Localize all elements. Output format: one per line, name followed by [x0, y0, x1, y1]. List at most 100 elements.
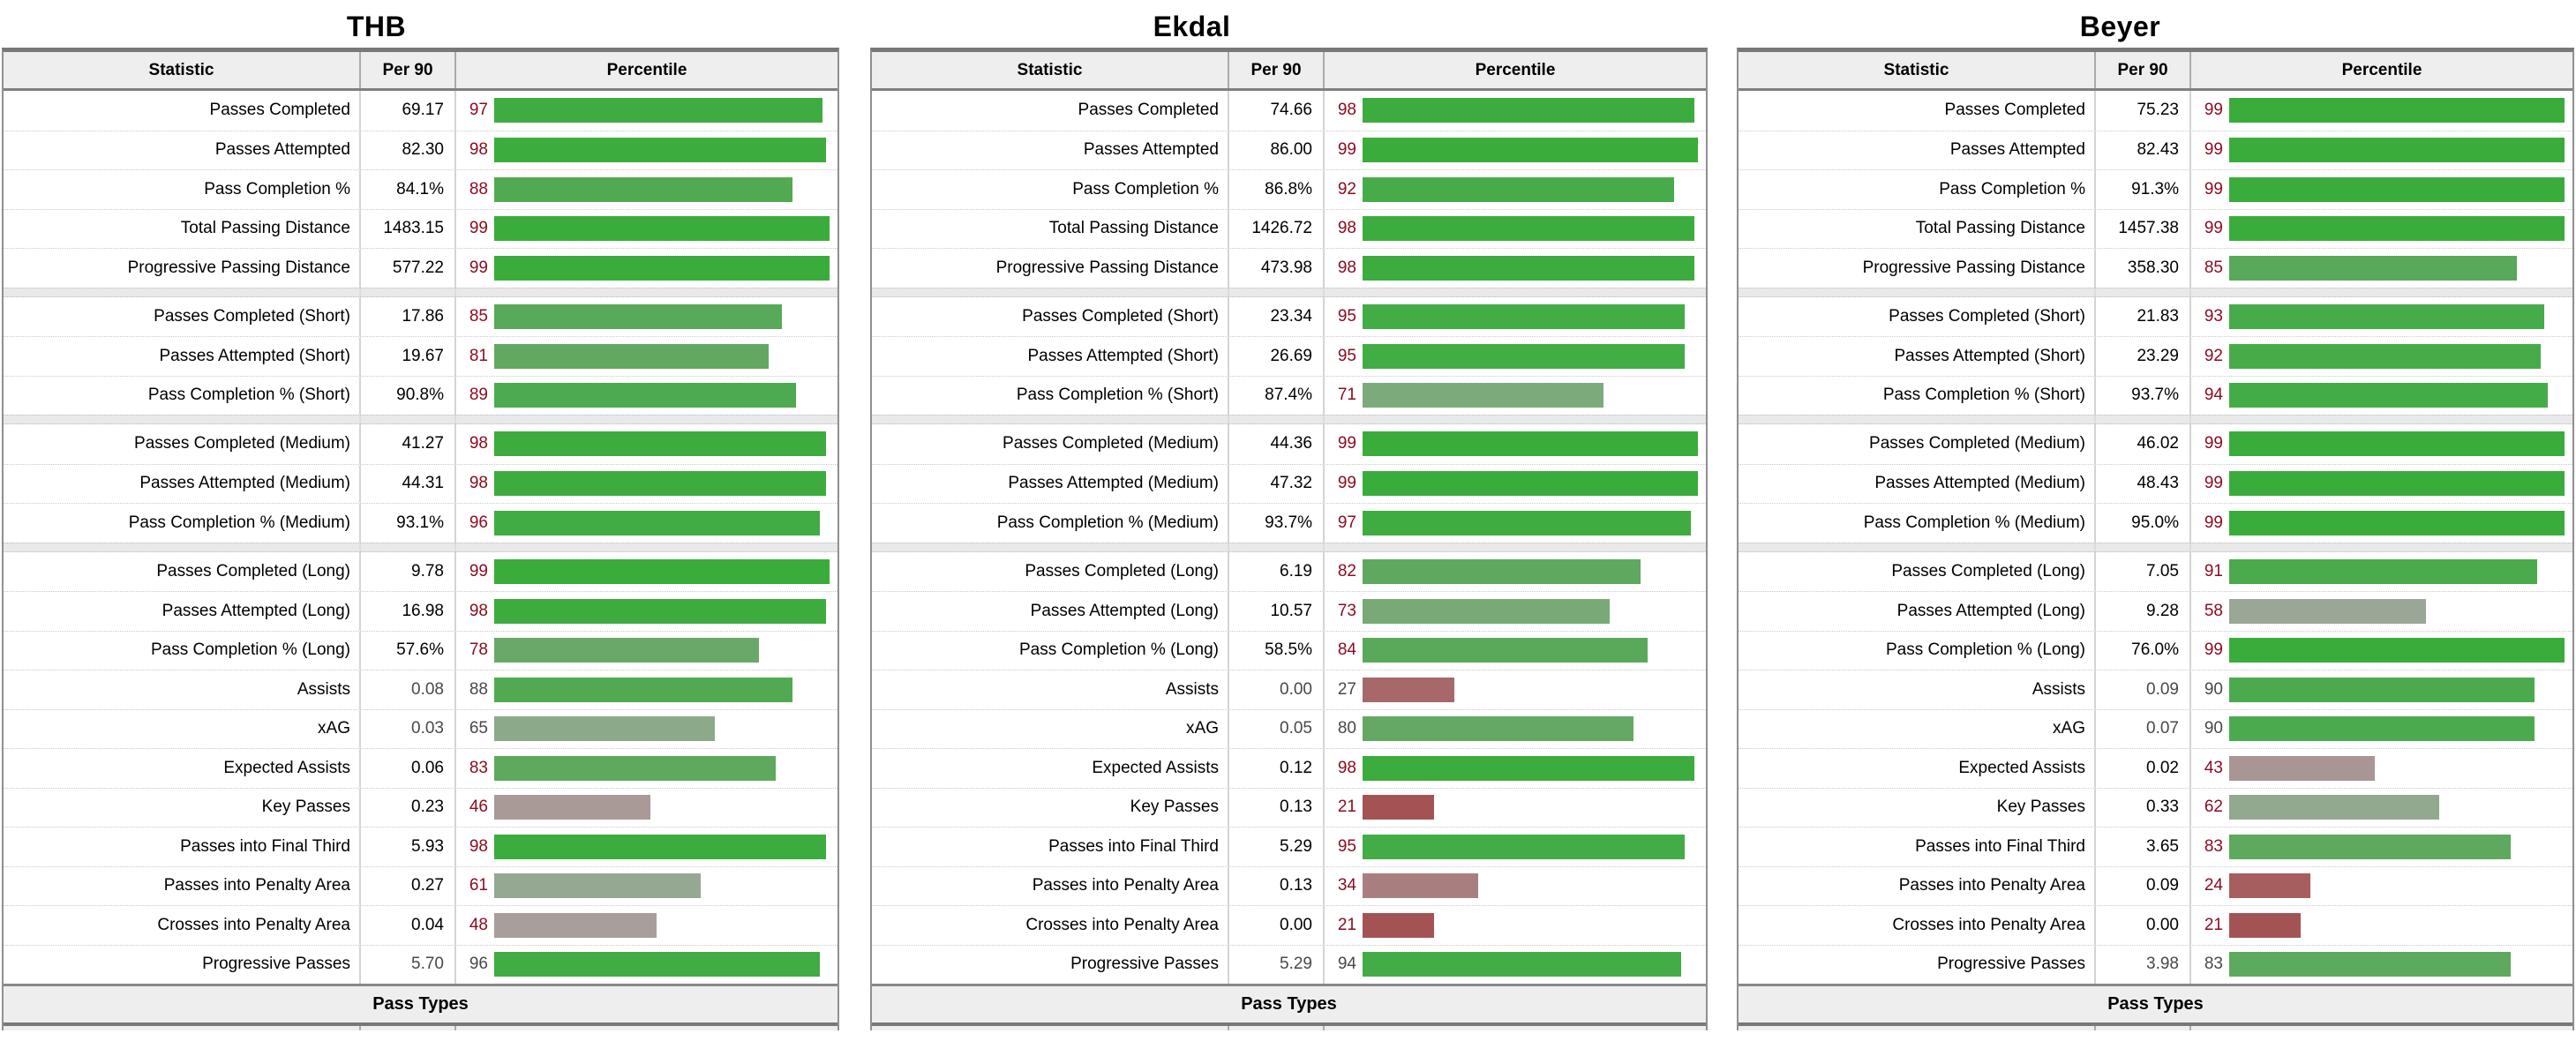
per90-value: 9.78 [361, 551, 456, 591]
percentile-value: 98 [1337, 258, 1356, 277]
per90-value: 21.83 [2096, 296, 2191, 336]
per90-value: 0.23 [361, 788, 456, 827]
percentile-bar [1363, 303, 1685, 329]
section-divider [872, 415, 1706, 424]
table-row: Passes Attempted (Long) 9.28 58 [1739, 591, 2572, 631]
stat-label: Pass Completion % [1739, 170, 2096, 209]
percentile-value: 94 [1337, 955, 1356, 974]
table-row: Crosses into Penalty Area 0.00 21 [1739, 905, 2572, 945]
percentile-cell: 99 [2191, 210, 2572, 249]
per90-value: 57.6% [361, 631, 456, 670]
percentile-bar-track [494, 176, 833, 202]
table-row: Passes into Penalty Area 0.09 24 [1739, 865, 2572, 906]
table-row: Total Passing Distance 1457.38 99 [1739, 208, 2572, 249]
stat-label: Passes Completed [872, 91, 1229, 131]
percentile-cell: 24 [2191, 867, 2572, 906]
stat-label: Key Passes [1739, 788, 2096, 827]
stat-label: Progressive Passing Distance [4, 249, 361, 288]
percentile-cell: 99 [456, 552, 837, 592]
percentile-bar-track [494, 98, 833, 124]
percentile-value: 48 [469, 915, 488, 934]
percentile-bar [1363, 677, 1454, 702]
table-row: Passes Completed 69.17 97 [4, 91, 837, 131]
percentile-cell: 85 [456, 297, 837, 337]
percentile-value: 24 [2204, 876, 2223, 895]
stat-label: Key Passes [4, 788, 361, 827]
stat-label: Passes into Penalty Area [1739, 866, 2096, 905]
stat-label: Passes into Final Third [1739, 828, 2096, 866]
percentile-bar [2229, 795, 2440, 820]
percentile-bar [494, 952, 820, 977]
percentile-bar-track [2229, 255, 2568, 281]
percentile-bar [2229, 755, 2376, 781]
stat-label: Assists [872, 670, 1229, 709]
percentile-cell: 92 [1325, 170, 1706, 209]
per90-value: 7.05 [2096, 551, 2191, 591]
percentile-value: 83 [2204, 836, 2223, 856]
percentile-bar-track [1363, 912, 1701, 938]
stat-label: Passes Attempted (Short) [4, 337, 361, 376]
percentile-bar [494, 216, 830, 242]
percentile-bar-track [494, 471, 833, 497]
percentile-value: 98 [469, 474, 488, 493]
stat-label: Passes into Penalty Area [4, 866, 361, 905]
stat-label: Passes Completed (Medium) [1739, 424, 2096, 464]
per90-value: 0.05 [1229, 709, 1325, 748]
percentile-cell: 96 [456, 504, 837, 543]
percentile-bar-track [1363, 510, 1701, 535]
percentile-bar [2229, 677, 2535, 702]
player-table: THB Statistic Per 90 Percentile Passes Compl… [2, 0, 839, 1030]
percentile-cell: 46 [456, 789, 837, 828]
percentile-value: 73 [1337, 601, 1356, 620]
percentile-value: 83 [2204, 955, 2223, 974]
percentile-bar-track [1363, 638, 1701, 663]
percentile-bar-track [494, 677, 833, 702]
per90-value: 0.06 [361, 749, 456, 788]
section-divider [1739, 415, 2572, 424]
per90-value: 0.12 [1229, 749, 1325, 788]
section-divider-cell [2096, 416, 2191, 423]
stat-label: Pass Completion % (Medium) [1739, 504, 2096, 543]
next-table-header-cell [2096, 1026, 2191, 1030]
percentile-cell: 99 [456, 249, 837, 288]
next-table-header-cell [1229, 1026, 1325, 1030]
per90-value: 82.30 [361, 131, 456, 169]
percentile-value: 98 [469, 836, 488, 856]
table-row: Pass Completion % (Short) 87.4% 71 [872, 375, 1706, 415]
per90-value: 0.08 [361, 670, 456, 709]
percentile-bar [2229, 952, 2511, 977]
stats-table: Statistic Per 90 Percentile Passes Complete… [2, 48, 839, 1030]
percentile-cell: 21 [1325, 789, 1706, 828]
per90-value: 74.66 [1229, 91, 1325, 131]
percentile-bar-track [1363, 176, 1701, 202]
per90-value: 91.3% [2096, 170, 2191, 209]
per90-value: 23.34 [1229, 296, 1325, 336]
percentile-bar [2229, 598, 2426, 624]
percentile-bar [2229, 873, 2311, 899]
player-name-title: THB [346, 11, 407, 42]
percentile-bar-track [494, 834, 833, 859]
percentile-value: 99 [2204, 434, 2223, 453]
percentile-bar-track [494, 755, 833, 781]
stat-label: Passes Completed (Short) [1739, 296, 2096, 336]
table-row: Pass Completion % (Long) 57.6% 78 [4, 630, 837, 670]
per90-value: 46.02 [2096, 424, 2191, 464]
per90-value: 5.29 [1229, 945, 1325, 984]
percentile-cell: 83 [456, 749, 837, 788]
percentile-value: 98 [1337, 758, 1356, 777]
stat-label: Passes Attempted (Medium) [1739, 464, 2096, 503]
percentile-bar [494, 677, 792, 702]
percentile-cell: 99 [2191, 131, 2572, 170]
percentile-cell: 34 [1325, 867, 1706, 906]
percentile-bar-track [494, 558, 833, 584]
percentile-cell: 97 [456, 91, 837, 131]
next-table-header-cell [4, 1026, 361, 1030]
per90-value: 93.1% [361, 504, 456, 543]
stat-label: Passes Attempted (Medium) [872, 464, 1229, 503]
percentile-bar-track [2229, 677, 2568, 702]
percentile-value: 88 [469, 679, 488, 699]
table-row: Key Passes 0.23 46 [4, 787, 837, 828]
percentile-cell: 98 [456, 828, 837, 866]
percentile-value: 34 [1337, 876, 1356, 895]
percentile-value: 85 [2204, 258, 2223, 277]
